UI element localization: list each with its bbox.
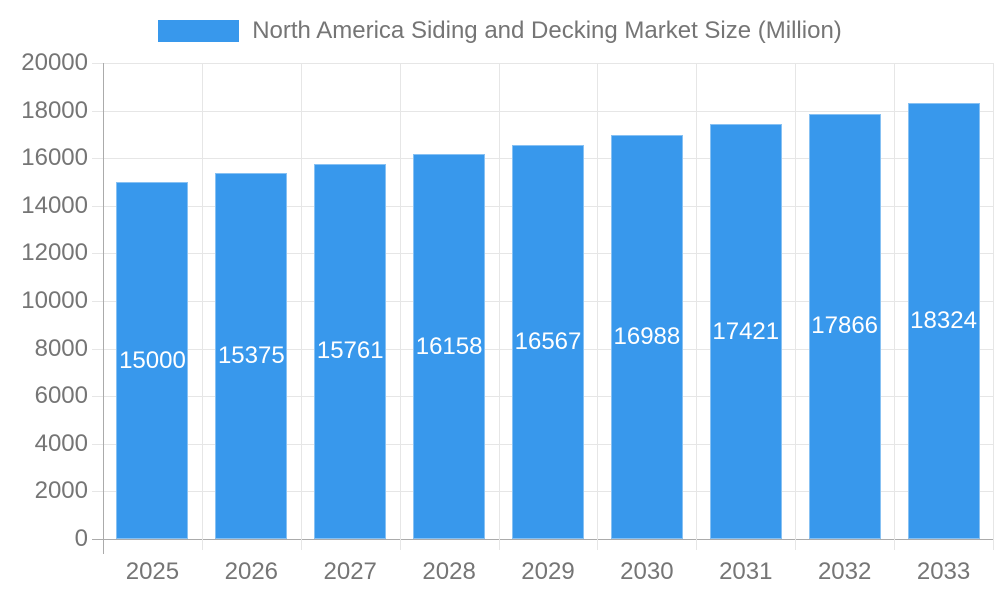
bar[interactable]: 15375 — [215, 173, 288, 539]
v-gridline — [300, 63, 302, 550]
bar-value-label: 15000 — [119, 346, 186, 374]
bar-value-label: 16988 — [613, 322, 681, 350]
y-axis-tick-label: 16000 — [21, 144, 88, 172]
bar[interactable]: 16158 — [413, 154, 486, 539]
bar-value-label: 16567 — [514, 327, 582, 355]
y-axis-tick-label: 10000 — [21, 287, 88, 314]
bar-value-label: 15761 — [316, 337, 384, 365]
y-axis-tick-label: 6000 — [34, 382, 88, 410]
bar[interactable]: 17866 — [808, 113, 881, 539]
h-gridline — [92, 63, 993, 64]
v-gridline — [399, 63, 401, 550]
v-gridline — [498, 63, 500, 550]
bar-value-label: 16158 — [415, 332, 483, 360]
bar-value-label: 17421 — [712, 317, 780, 345]
bar-value-label: 18324 — [910, 306, 977, 334]
legend[interactable]: North America Siding and Decking Market … — [0, 16, 1000, 46]
y-axis-tick-label: 18000 — [21, 96, 88, 124]
y-axis-tick-label: 8000 — [34, 334, 88, 362]
v-gridline — [993, 63, 994, 550]
legend-series-label[interactable]: North America Siding and Decking Market … — [252, 17, 842, 44]
x-axis-tick-label: 2025 — [125, 558, 180, 585]
x-axis-tick-label: 2027 — [323, 558, 377, 585]
v-gridline — [201, 63, 203, 550]
x-axis-tick-label: 2030 — [620, 558, 674, 585]
v-gridline — [894, 63, 896, 550]
x-axis-tick-label: 2026 — [224, 558, 279, 585]
bar[interactable]: 16567 — [512, 144, 584, 539]
h-gridline — [92, 110, 993, 112]
x-axis-tick-label: 2031 — [719, 558, 773, 585]
x-axis-tick-label: 2032 — [817, 558, 872, 585]
bar[interactable]: 16988 — [610, 134, 683, 539]
v-gridline — [597, 63, 599, 550]
bar[interactable]: 17421 — [709, 124, 782, 539]
bar-value-label: 17866 — [811, 312, 879, 340]
x-axis-tick-label: 2033 — [916, 558, 971, 585]
y-axis-tick-label: 4000 — [34, 429, 88, 457]
y-axis-tick-label: 20000 — [21, 49, 88, 76]
v-gridline — [795, 63, 797, 550]
y-axis-tick-label: 12000 — [21, 239, 88, 267]
y-axis-tick-label: 14000 — [21, 191, 88, 219]
x-axis-tick-label: 2028 — [422, 558, 476, 585]
y-axis-tick-label: 2000 — [34, 477, 88, 505]
bar[interactable]: 15761 — [314, 163, 387, 539]
x-axis-line — [92, 539, 993, 540]
bar[interactable]: 15000 — [116, 182, 189, 539]
y-axis-line — [103, 63, 104, 554]
bar[interactable]: 18324 — [907, 102, 980, 539]
v-gridline — [696, 63, 698, 550]
y-axis-tick-label: 0 — [74, 525, 88, 552]
legend-color-swatch-icon[interactable] — [158, 20, 240, 42]
x-axis-tick-label: 2029 — [521, 558, 575, 585]
bar-value-label: 15375 — [217, 342, 285, 370]
